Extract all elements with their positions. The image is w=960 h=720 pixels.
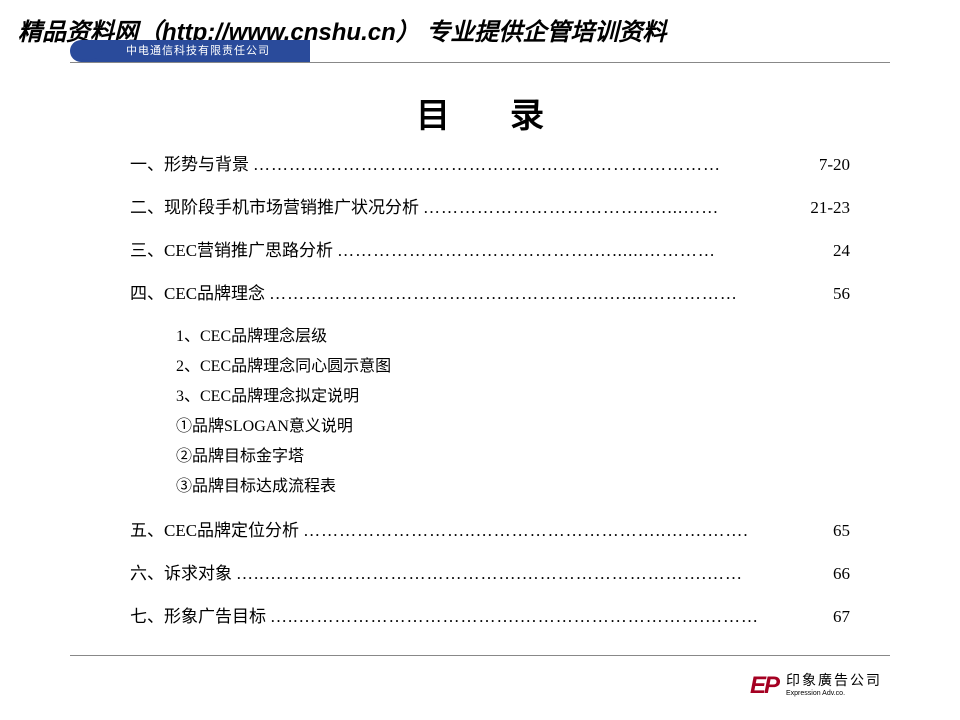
toc-row: 六、诉求对象 …..…………………………………….………………………….…… 6… xyxy=(130,559,850,584)
ep-text: 印象廣告公司 Expression Adv.co. xyxy=(786,675,882,697)
toc-label: 六、诉求对象 xyxy=(130,559,232,584)
toc-row: 七、形象广告目标 …..……………………………….………………………….……… … xyxy=(130,602,850,627)
toc-subitem: ①品牌SLOGAN意义说明 xyxy=(176,412,850,442)
header-band: 中电通信科技有限责任公司 xyxy=(70,40,310,62)
toc-leader: …………………………………………………………………… xyxy=(249,155,819,175)
toc-page: 65 xyxy=(833,521,850,541)
footer-logo: EP 印象廣告公司 Expression Adv.co. xyxy=(750,674,882,698)
bottom-rule xyxy=(70,655,890,656)
toc-page: 7-20 xyxy=(819,155,850,175)
toc-page: 66 xyxy=(833,564,850,584)
toc-subitem: 3、CEC品牌理念拟定说明 xyxy=(176,382,850,412)
toc-subitem: ③品牌目标达成流程表 xyxy=(176,472,850,502)
page-title: 目录 xyxy=(0,88,960,137)
toc-row: 五、CEC品牌定位分析 ………………………..…………………………..…….……… xyxy=(130,516,850,541)
footer-en: Expression Adv.co. xyxy=(786,690,882,697)
toc-page: 56 xyxy=(833,284,850,304)
toc-leader: …………………………………….…......………… xyxy=(333,241,833,261)
toc-subitem: 1、CEC品牌理念层级 xyxy=(176,322,850,352)
toc-subitem: ②品牌目标金字塔 xyxy=(176,442,850,472)
toc-label: 四、CEC品牌理念 xyxy=(130,279,265,304)
footer-cn: 印象廣告公司 xyxy=(786,675,882,689)
toc-label: 一、形势与背景 xyxy=(130,150,249,175)
toc-page: 67 xyxy=(833,607,850,627)
ep-mark-icon: EP xyxy=(750,674,778,698)
toc-sublist: 1、CEC品牌理念层级 2、CEC品牌理念同心圆示意图 3、CEC品牌理念拟定说… xyxy=(176,322,850,502)
toc-row: 四、CEC品牌理念 ………………………………………………..….....…………… xyxy=(130,279,850,304)
toc-row: 一、形势与背景 …………………………………………………………………… 7-20 xyxy=(130,150,850,175)
toc-label: 三、CEC营销推广思路分析 xyxy=(130,236,333,261)
toc-leader: …..……………………………….………………………….……… xyxy=(266,607,833,627)
toc-label: 五、CEC品牌定位分析 xyxy=(130,516,299,541)
top-rule xyxy=(70,62,890,63)
toc-label: 二、现阶段手机市场营销推广状况分析 xyxy=(130,193,419,218)
toc-container: 一、形势与背景 …………………………………………………………………… 7-20 … xyxy=(130,150,850,645)
toc-subitem: 2、CEC品牌理念同心圆示意图 xyxy=(176,352,850,382)
toc-page: 21-23 xyxy=(810,198,850,218)
toc-row: 三、CEC营销推广思路分析 …………………………………….…......…………… xyxy=(130,236,850,261)
toc-label: 七、形象广告目标 xyxy=(130,602,266,627)
header-company: 中电通信科技有限责任公司 xyxy=(70,40,310,62)
toc-page: 24 xyxy=(833,241,850,261)
header-logo-circle xyxy=(74,42,102,60)
toc-row: 二、现阶段手机市场营销推广状况分析 ………………………………..…...…… 2… xyxy=(130,193,850,218)
toc-leader: ………………………..…………………………..…….……. xyxy=(299,521,833,541)
toc-leader: …..…………………………………….………………………….…… xyxy=(232,564,833,584)
toc-leader: ………………………………..…...…… xyxy=(419,198,810,218)
toc-leader: ………………………………………………..….....…………… xyxy=(265,284,833,304)
